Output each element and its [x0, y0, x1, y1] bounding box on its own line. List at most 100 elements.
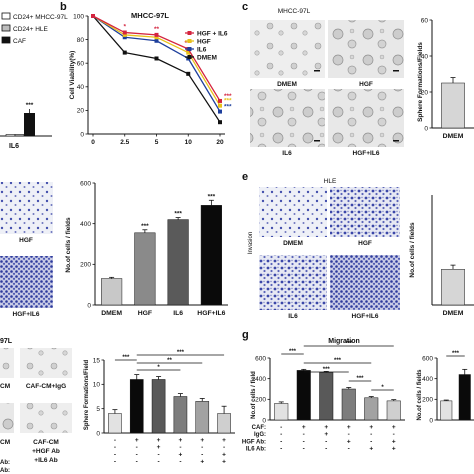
x-tick-label: IL6: [173, 310, 183, 317]
condition-symbol: +: [369, 446, 373, 453]
y-tick-label: 0: [429, 417, 433, 424]
legend-label: HGF + IL6: [197, 30, 228, 37]
legend-marker: [187, 39, 192, 43]
bar: [217, 413, 231, 434]
bar: [173, 396, 188, 434]
condition-symbol: -: [114, 451, 116, 458]
legend-label: DMEM: [197, 54, 217, 61]
significance-stars: ***: [345, 341, 353, 347]
significance-stars: ***: [224, 98, 232, 105]
condition-symbol: -: [325, 438, 327, 445]
image-f-label-4: CAF-CM: [33, 439, 59, 446]
condition-symbol: +: [179, 437, 183, 444]
condition-symbol: -: [303, 446, 305, 453]
panel-b: b MHCC-97L Cell Viability(%) 0 20 40 60 80 10…: [60, 1, 232, 146]
condition-symbol: -: [223, 444, 225, 451]
data-point: [218, 103, 222, 108]
legend-label-caf: CAF: [13, 38, 26, 45]
significance-stars: ***: [289, 349, 297, 355]
y-tick-label: 600: [255, 355, 266, 362]
y-tick-label: 0: [424, 125, 428, 132]
condition-row-label: HGF Ab:: [242, 439, 266, 445]
data-point: [186, 71, 191, 76]
image-c-hgf: [328, 20, 404, 78]
condition-symbol: -: [303, 431, 305, 438]
y-tick-label: 400: [80, 221, 91, 228]
panel-c-y-label: Sphere Formations/Fields: [417, 42, 424, 122]
condition-symbol: +: [369, 424, 373, 431]
image-c-label-hgf: HGF: [359, 81, 373, 88]
panel-e-y-label: No.of cells / fields: [409, 222, 416, 278]
image-c-il6: [250, 89, 325, 147]
y-tick-label: 40: [421, 53, 429, 60]
condition-symbol: +: [324, 431, 328, 438]
data-point: [122, 32, 127, 37]
bar: [200, 205, 222, 306]
significance-stars: *: [123, 24, 126, 31]
legend-marker: [187, 47, 192, 51]
data-point: [122, 50, 127, 55]
bar-chart-d: 0 200 400 600 DMEM *** HGF *** IL6 *** HGF+IL6 No.o…: [65, 180, 228, 317]
scale-bar: [314, 70, 320, 72]
image-e-hgf-il6: [330, 255, 400, 310]
significance-stars: **: [154, 26, 160, 33]
panel-d-y-label: No.of cells / fields: [65, 217, 72, 273]
image-f-2: [20, 348, 72, 378]
y-tick-label: 400: [422, 376, 433, 383]
legend-label: IL6: [197, 46, 207, 53]
y-tick-label: 10: [93, 382, 101, 389]
condition-row-label: CAF:: [252, 425, 266, 431]
condition-symbol: -: [136, 451, 138, 458]
condition-row-label: IgG:: [254, 432, 266, 438]
legend-marker: [187, 31, 192, 35]
bar: [319, 372, 334, 421]
bar: [129, 379, 144, 434]
significance-stars: *: [381, 385, 384, 391]
condition-symbol: -: [157, 459, 159, 466]
condition-symbol: +: [157, 444, 161, 451]
x-tick-label: 5: [155, 139, 159, 146]
bar-chart-c: DMEM 60 40 20 0: [421, 17, 474, 140]
condition-symbol: -: [280, 431, 282, 438]
y-tick-label: 0: [80, 131, 84, 138]
panel-b-y-label: Cell Viability(%): [69, 51, 76, 100]
condition-symbol: -: [348, 431, 350, 438]
image-e-label-hgf-il6: HGF+IL6: [352, 313, 379, 320]
bar-a-caf-stars: ***: [26, 102, 34, 109]
significance-stars: ***: [452, 351, 460, 357]
significance-stars: ***: [334, 358, 342, 364]
significance-stars: ***: [356, 376, 364, 382]
image-e-dmem: [259, 187, 327, 237]
image-f-label-3: CM: [0, 439, 10, 446]
panel-e-side-label: Invasion: [248, 232, 254, 254]
image-e-hgf: [330, 187, 400, 237]
bar: [364, 397, 379, 421]
panel-g: g Migration No.of cells / field No.of ce…: [0, 329, 474, 474]
condition-symbol: +: [200, 459, 204, 466]
condition-symbol: +: [392, 424, 396, 431]
condition-symbol: +: [347, 438, 351, 445]
panel-f-y-label: Sphere Formations/Field: [84, 360, 90, 431]
legend-label-97l: CD24+ MHCC-97L: [13, 14, 68, 21]
condition-symbol: -: [114, 437, 116, 444]
y-tick-label: 60: [421, 17, 429, 24]
significance-stars: **: [167, 358, 172, 364]
x-tick-label: DMEM: [443, 310, 464, 317]
significance-stars: ***: [224, 104, 232, 111]
panel-a: CD24+ MHCC-97L CD24+ HLE CAF *** IL6: [0, 12, 68, 150]
y-tick-label: 600: [80, 180, 91, 187]
bar: [108, 413, 122, 434]
bar: [134, 232, 156, 306]
panel-g-left-row-label: Ab:: [0, 460, 10, 466]
condition-symbol: -: [370, 431, 372, 438]
data-point: [218, 98, 222, 103]
panel-a-legend: CD24+ MHCC-97L CD24+ HLE CAF: [1, 12, 68, 45]
image-e-label-hgf: HGF: [358, 240, 372, 247]
bar-chart-g-right: 0 200 400 600 ***: [422, 351, 474, 424]
bar: [441, 82, 465, 129]
bar: [274, 403, 289, 421]
condition-symbol: -: [280, 446, 282, 453]
image-c-dmem: [250, 20, 325, 78]
panel-d: HGF HGF+IL6 0 200 400 600 DMEM *** HGF *** IL6 **…: [0, 180, 228, 318]
